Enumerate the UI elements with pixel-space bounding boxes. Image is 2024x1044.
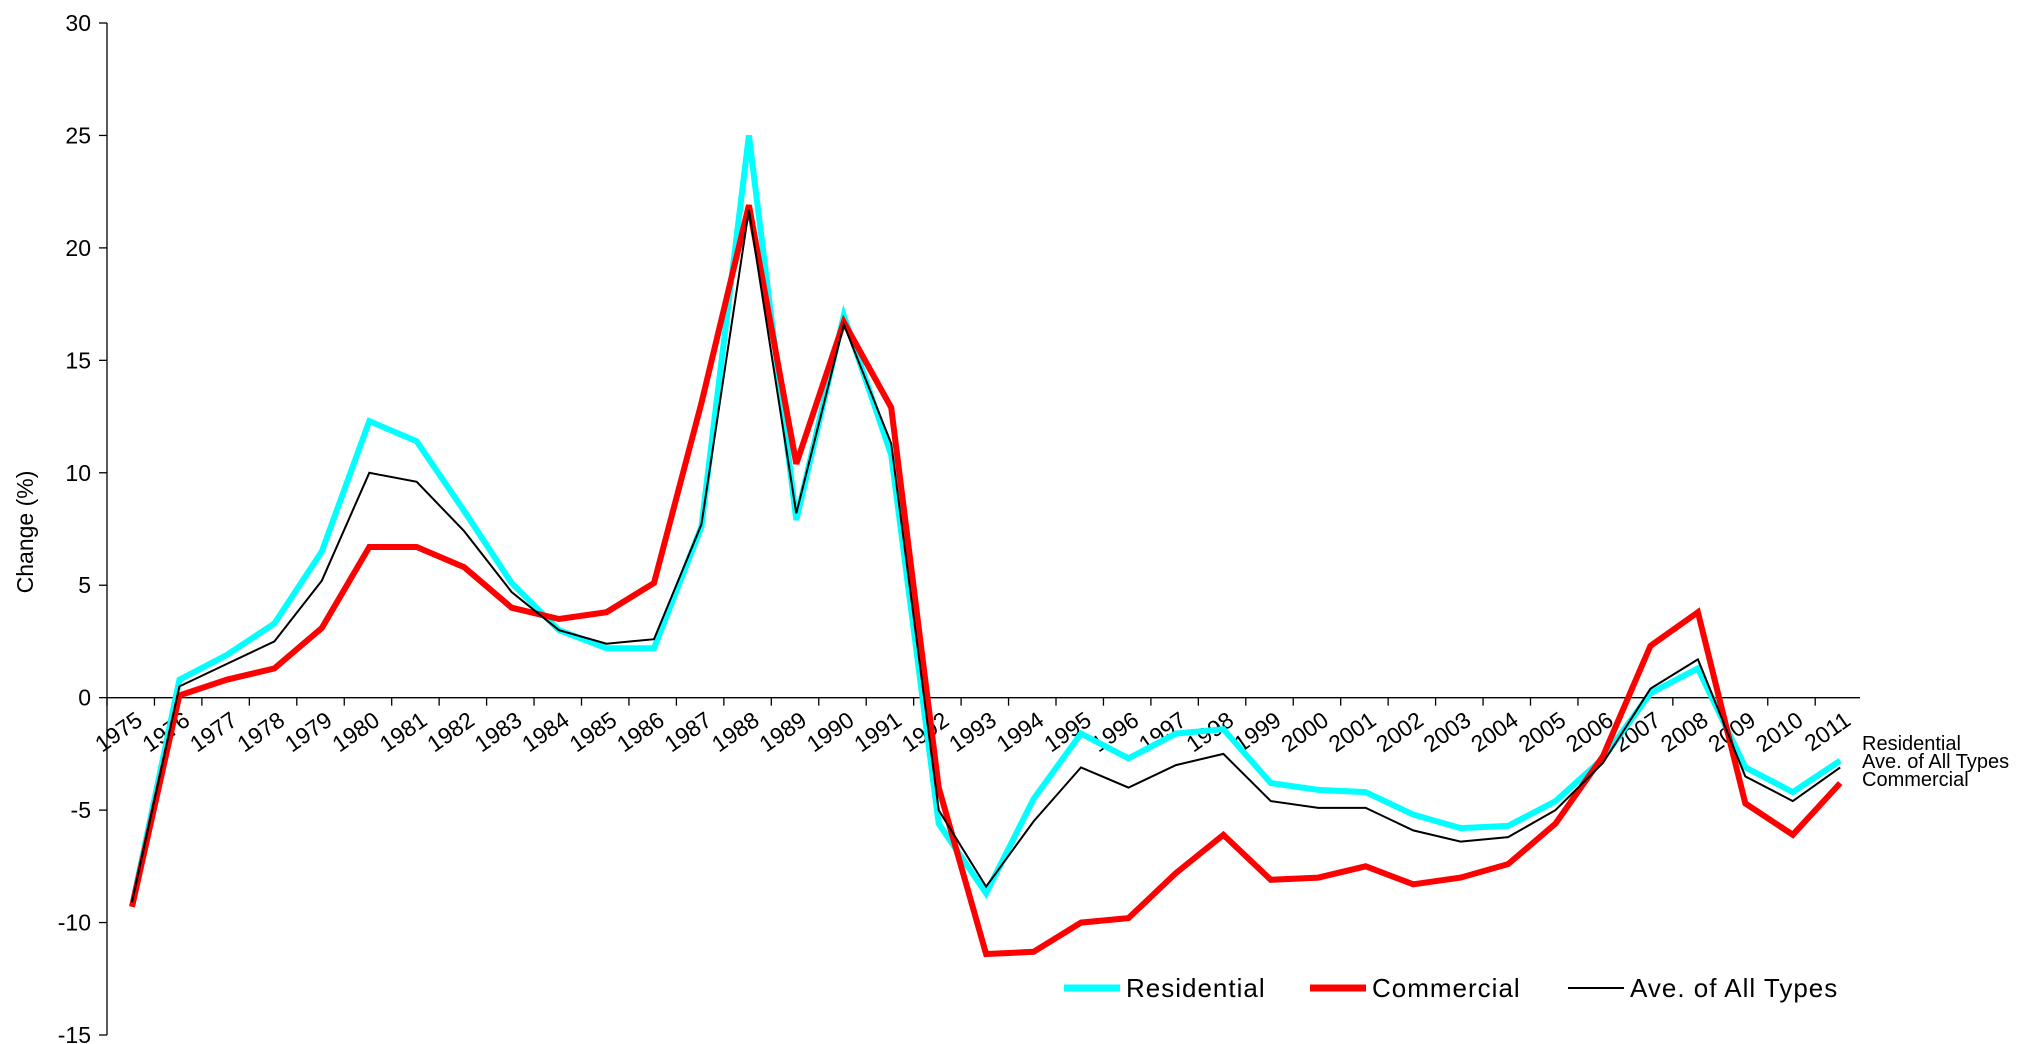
series-end-label: Residential	[1862, 733, 1961, 755]
series-line-residential	[129, 135, 1842, 908]
x-tick-label: 1994	[992, 706, 1049, 757]
x-tick-label: 1993	[944, 706, 1001, 757]
x-tick-label: 1991	[849, 706, 906, 757]
y-tick-label: 5	[78, 572, 91, 598]
x-tick-label: 1987	[659, 706, 716, 757]
y-tick-label: -5	[71, 797, 91, 823]
y-tick-label: -15	[58, 1022, 91, 1044]
x-tick-label: 2005	[1514, 706, 1571, 757]
x-tick-label: 1983	[470, 706, 527, 757]
series-end-label: Commercial	[1862, 769, 1969, 791]
x-tick-label: 2003	[1419, 706, 1476, 757]
x-tick-label: 1975	[90, 706, 147, 757]
x-tick-label: 1981	[375, 706, 432, 757]
legend-label: Ave. of All Types	[1630, 973, 1838, 1003]
y-tick-label: 25	[65, 122, 91, 148]
series-end-label: Ave. of All Types	[1862, 751, 2009, 773]
x-tick-label: 1982	[422, 706, 479, 757]
x-tick-label: 1990	[802, 706, 859, 757]
x-tick-label: 1980	[327, 706, 384, 757]
x-tick-label: 1978	[232, 706, 289, 757]
legend-label: Commercial	[1372, 973, 1521, 1003]
y-tick-label: 10	[65, 460, 91, 486]
y-tick-label: 0	[78, 685, 91, 711]
y-tick-label: 20	[65, 235, 91, 261]
y-axis: -15 -10 -5 0 5 10 15 20 25 30	[58, 10, 108, 1044]
x-tick-label: 2002	[1371, 706, 1428, 757]
y-axis-title: Change (%)	[12, 471, 38, 594]
series-line-ave-of-all-types	[131, 209, 1841, 903]
x-tick-label: 2000	[1276, 706, 1333, 757]
y-tick-label: 15	[65, 347, 91, 373]
x-tick-label: 1986	[612, 706, 669, 757]
x-tick-label: 1989	[754, 706, 811, 757]
x-tick-label: 1979	[280, 706, 337, 757]
x-tick-label: 2011	[1800, 706, 1855, 756]
x-tick-label: 2004	[1466, 706, 1523, 757]
y-tick-label: -10	[58, 910, 91, 936]
legend-label: Residential	[1126, 973, 1266, 1003]
x-tick-label: 1984	[517, 706, 574, 757]
series-layer	[129, 135, 1843, 958]
legend: Residential Commercial Ave. of All Types	[1064, 973, 1838, 1003]
x-tick-label: 2001	[1324, 706, 1381, 757]
x-tick-label: 1985	[565, 706, 622, 757]
series-line-commercial	[129, 204, 1843, 958]
x-tick-label: 2008	[1656, 706, 1713, 757]
x-tick-label: 1977	[185, 706, 242, 757]
x-tick-label: 1988	[707, 706, 764, 757]
x-axis: 1975197619771978197919801981198219831984…	[90, 697, 1860, 757]
x-tick-label: 2010	[1751, 706, 1808, 757]
y-tick-label: 30	[65, 10, 91, 36]
